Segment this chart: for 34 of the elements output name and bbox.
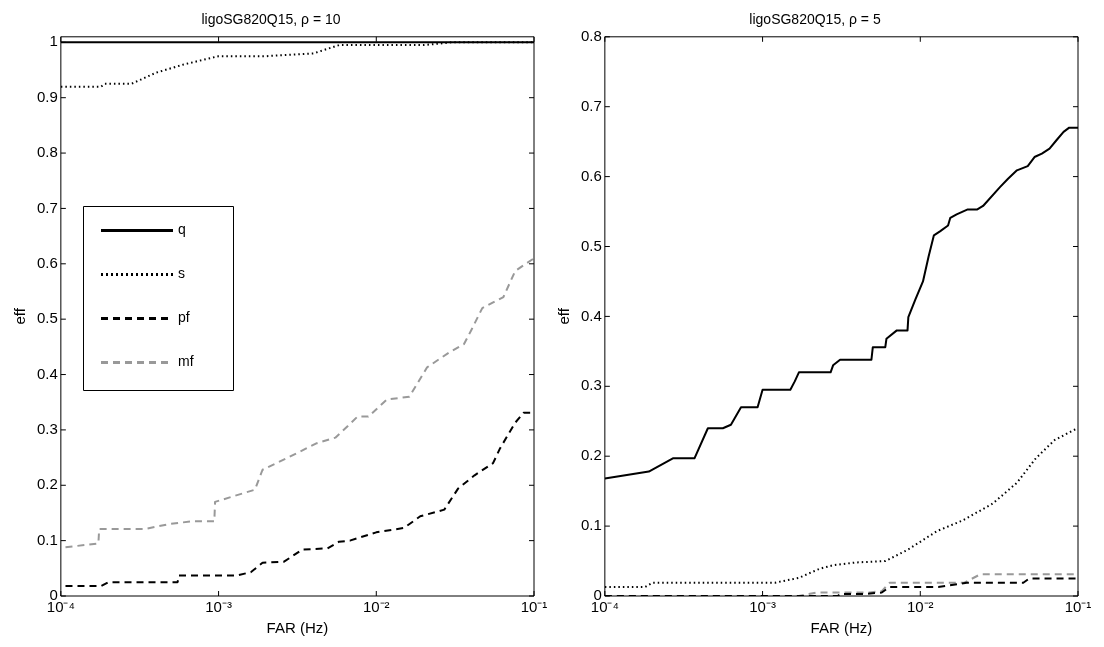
y-tick-label: 0.8 [580, 26, 602, 44]
x-tick-label: 10⁻³ [749, 598, 776, 616]
y-tick-label: 0.5 [580, 236, 602, 254]
y-tick-label: 0.9 [36, 87, 58, 105]
y-tick-label: 0.6 [580, 166, 602, 184]
y-axis-title: eff [11, 307, 29, 325]
x-tick-label: 10⁻² [362, 598, 390, 616]
y-tick-label: 1 [49, 32, 58, 50]
y-tick-label: 0.6 [36, 253, 58, 271]
x-axis-title: FAR (Hz) [810, 619, 873, 637]
x-tick-label: 10⁻¹ [520, 598, 548, 616]
legend-label: mf [178, 352, 194, 369]
y-tick-label: 0.3 [36, 420, 58, 438]
x-axis-title: FAR (Hz) [266, 619, 329, 637]
chart-title: ligoSG820Q15, ρ = 10 [201, 11, 341, 28]
y-tick-label: 0.4 [36, 364, 58, 382]
legend-label: pf [178, 308, 190, 325]
chart-title: ligoSG820Q15, ρ = 5 [749, 11, 881, 28]
y-tick-label: 0.1 [580, 516, 602, 534]
y-tick-label: 0.3 [580, 376, 602, 394]
y-tick-label: 0.4 [580, 306, 602, 324]
y-tick-label: 0.2 [36, 475, 58, 493]
x-tick-label: 10⁻³ [205, 598, 232, 616]
y-axis-title: eff [555, 307, 573, 325]
y-tick-label: 0.2 [580, 446, 602, 464]
legend-label: s [178, 264, 185, 281]
y-tick-label: 0.8 [36, 143, 58, 161]
y-tick-label: 0.7 [36, 198, 58, 216]
y-tick-label: 0.7 [580, 96, 602, 114]
x-tick-label: 10⁻² [906, 598, 934, 616]
y-tick-label: 0.5 [36, 309, 58, 327]
x-tick-label: 10⁻¹ [1064, 598, 1092, 616]
y-tick-label: 0.1 [36, 530, 58, 548]
legend-label: q [178, 220, 186, 237]
